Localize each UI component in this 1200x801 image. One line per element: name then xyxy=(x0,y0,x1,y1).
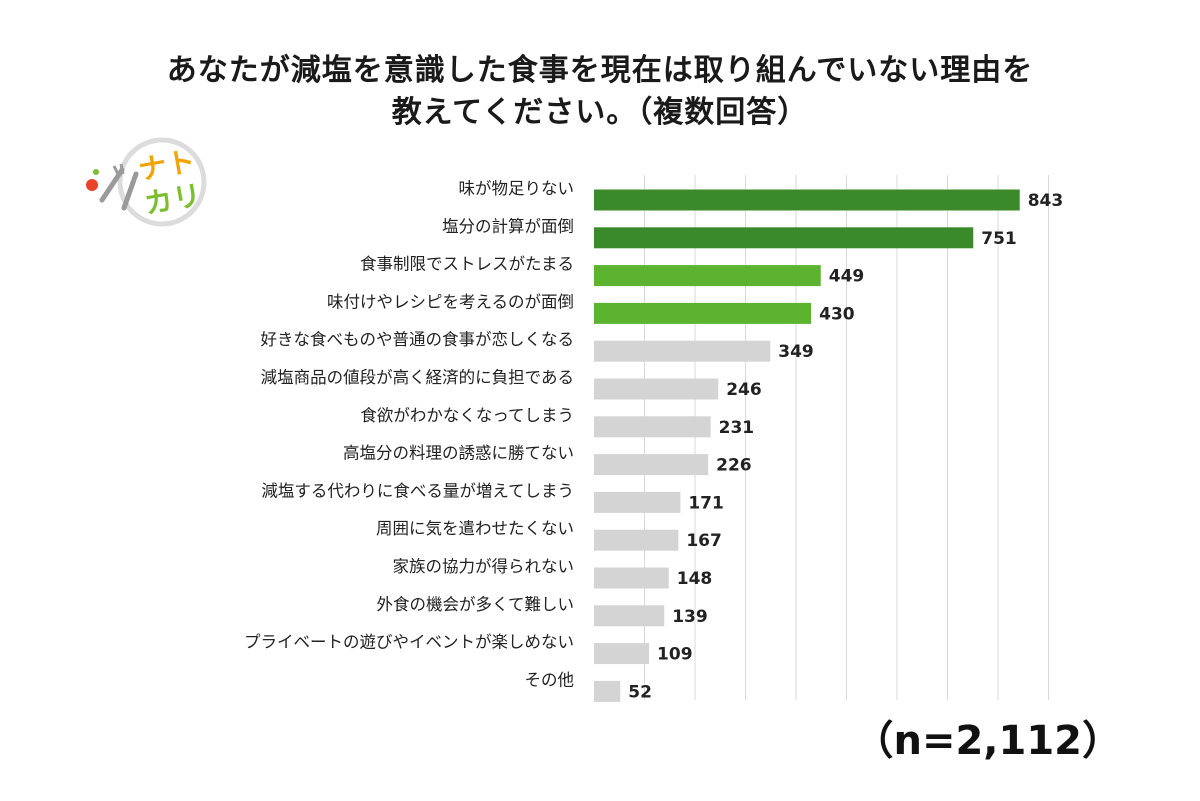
value-label: 226 xyxy=(716,456,752,476)
value-label: 246 xyxy=(726,380,762,400)
bar xyxy=(594,189,1020,211)
category-label: プライベートの遊びやイベントが楽しめない xyxy=(244,633,574,652)
bar xyxy=(594,643,650,665)
category-label: 好きな食べものや普通の食事が恋しくなる xyxy=(261,329,575,349)
logo-badge-icon xyxy=(86,137,207,227)
bar xyxy=(594,416,711,438)
fork-knife-icon xyxy=(86,163,139,211)
bar xyxy=(594,491,681,513)
bar-chart: 味が物足りない 843 塩分の計算が面倒 751 食事制限でストレスがたまる 449 味付け… xyxy=(244,175,1064,702)
value-label: 171 xyxy=(688,493,724,513)
value-label: 751 xyxy=(981,229,1017,249)
chart-title-line2: 教えてください。（複数回答） xyxy=(391,95,809,130)
category-label: 減塩する代わりに食べる量が増えてしまう xyxy=(261,481,574,500)
chart-title-line1: あなたが減塩を意識した食事を現在は取り組んでいない理由を xyxy=(166,53,1034,88)
value-label: 52 xyxy=(628,682,652,702)
category-label: 周囲に気を遣わせたくない xyxy=(376,519,574,538)
value-label: 449 xyxy=(829,267,865,287)
bar xyxy=(594,567,669,589)
bar xyxy=(594,265,821,287)
logo: ナト カリ xyxy=(80,130,210,240)
category-label: 食欲がわかなくなってしまう xyxy=(360,406,574,425)
bar xyxy=(594,454,709,476)
value-label: 349 xyxy=(778,342,814,362)
category-label: 外食の機会が多くて難しい xyxy=(376,595,574,614)
chart-title: あなたが減塩を意識した食事を現在は取り組んでいない理由を 教えてください。（複数… xyxy=(0,50,1200,134)
bar xyxy=(594,340,771,362)
bar xyxy=(594,680,621,702)
category-label: 味が物足りない xyxy=(459,179,575,198)
category-label: 家族の協力が得られない xyxy=(393,557,575,576)
category-label: 減塩商品の値段が高く経済的に負担である xyxy=(261,368,574,387)
value-label: 430 xyxy=(819,304,855,324)
bar xyxy=(594,302,812,324)
bar xyxy=(594,529,679,551)
category-label: 食事制限でストレスがたまる xyxy=(360,255,574,274)
category-label: 塩分の計算が面倒 xyxy=(442,217,574,236)
sample-size-label: （n=2,112） xyxy=(853,718,1122,764)
value-label: 231 xyxy=(719,418,755,438)
value-label: 148 xyxy=(677,569,713,589)
category-label: 高塩分の料理の誘惑に勝てない xyxy=(343,444,574,463)
category-label: その他 xyxy=(525,670,575,689)
value-label: 843 xyxy=(1028,191,1064,211)
value-label: 167 xyxy=(686,531,722,551)
value-label: 139 xyxy=(672,607,708,627)
bar xyxy=(594,227,974,249)
bar xyxy=(594,378,719,400)
category-label: 味付けやレシピを考えるのが面倒 xyxy=(327,292,574,311)
value-label: 109 xyxy=(657,645,693,665)
bar xyxy=(594,605,665,627)
